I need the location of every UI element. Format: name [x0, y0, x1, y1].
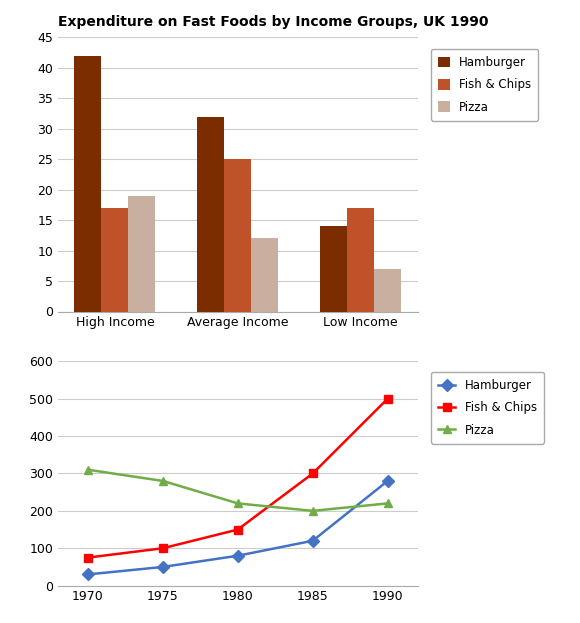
Line: Pizza: Pizza — [84, 465, 392, 515]
Fish & Chips — [234, 526, 241, 533]
Pizza — [384, 500, 391, 507]
Line: Fish & Chips: Fish & Chips — [84, 394, 392, 562]
Text: Expenditure on Fast Foods by Income Groups, UK 1990: Expenditure on Fast Foods by Income Grou… — [58, 16, 488, 29]
Hamburger — [309, 537, 316, 545]
Hamburger — [234, 552, 241, 559]
Bar — [347, 208, 374, 312]
Bar — [128, 196, 155, 312]
Hamburger — [160, 563, 166, 571]
Pizza — [234, 500, 241, 507]
Legend: Hamburger, Fish & Chips, Pizza: Hamburger, Fish & Chips, Pizza — [431, 49, 538, 121]
Fish & Chips — [384, 395, 391, 402]
Bar — [102, 208, 128, 312]
Pizza — [85, 466, 92, 473]
Pizza — [309, 507, 316, 515]
Line: Hamburger: Hamburger — [84, 477, 392, 579]
Bar — [74, 55, 101, 312]
Fish & Chips — [309, 470, 316, 477]
Pizza — [160, 477, 166, 485]
Bar — [320, 226, 347, 312]
Legend: Hamburger, Fish & Chips, Pizza: Hamburger, Fish & Chips, Pizza — [431, 372, 544, 444]
Hamburger — [384, 477, 391, 485]
Bar — [251, 239, 278, 312]
Bar — [224, 159, 251, 312]
Bar — [197, 117, 224, 312]
Bar — [374, 269, 401, 312]
Fish & Chips — [160, 545, 166, 552]
Hamburger — [85, 571, 92, 578]
Fish & Chips — [85, 554, 92, 561]
